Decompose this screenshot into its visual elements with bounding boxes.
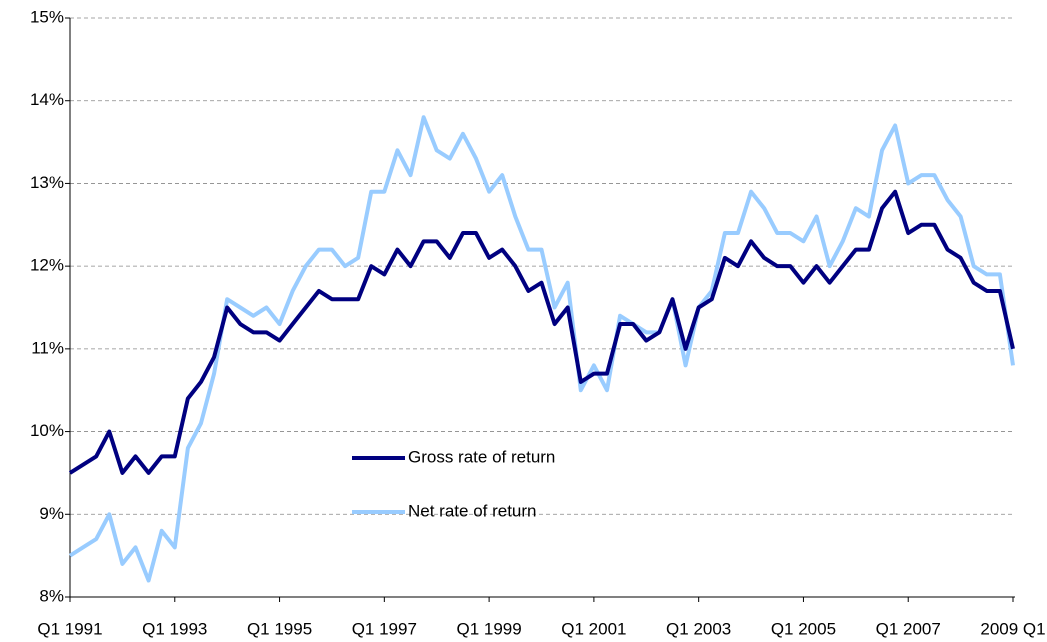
- y-tick-label: 15%: [30, 7, 64, 26]
- x-tick-label: Q1 2003: [666, 619, 731, 638]
- y-tick-label: 8%: [39, 586, 64, 605]
- x-tick-label: Q1 1997: [352, 619, 417, 638]
- x-tick-label: Q1 2007: [876, 619, 941, 638]
- series-line: [68, 189, 1015, 475]
- y-tick-label: 13%: [30, 173, 64, 192]
- x-tick-label: Q1 1999: [456, 619, 521, 638]
- x-tick-label: Q1 2001: [561, 619, 626, 638]
- legend-label: Gross rate of return: [408, 447, 555, 466]
- x-tick-label: Q1 2005: [771, 619, 836, 638]
- x-tick-label: Q1 1993: [142, 619, 207, 638]
- legend-label: Net rate of return: [408, 501, 537, 520]
- y-tick-label: 12%: [30, 256, 64, 275]
- series-line: [68, 115, 1015, 583]
- y-tick-label: 10%: [30, 421, 64, 440]
- y-tick-label: 9%: [39, 504, 64, 523]
- x-tick-label: Q1 1995: [247, 619, 312, 638]
- x-tick-label: Q1 1991: [37, 619, 102, 638]
- y-tick-label: 14%: [30, 90, 64, 109]
- x-tick-label: 2009 Q1: [980, 619, 1045, 638]
- y-tick-label: 11%: [31, 338, 64, 357]
